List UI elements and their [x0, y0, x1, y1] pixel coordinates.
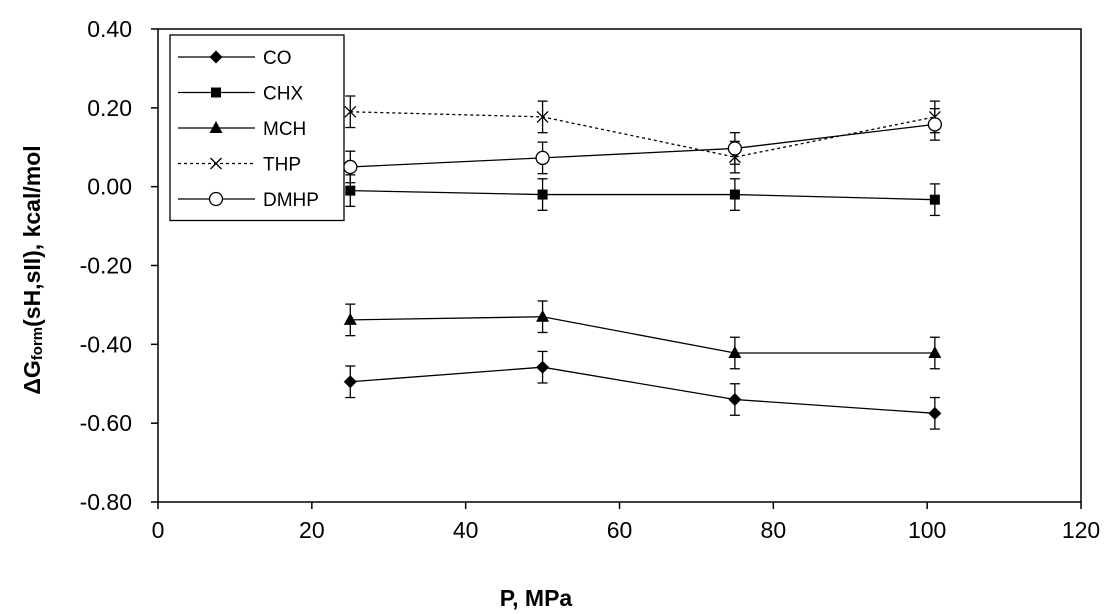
- x-axis-title: P, MPa: [500, 585, 573, 611]
- legend-marker: [211, 87, 221, 98]
- x-axis: 0 20 40 60 80 100 120: [152, 502, 1100, 543]
- x-tick-label: 20: [299, 517, 325, 543]
- data-point-dmhp: [343, 159, 358, 175]
- legend-item: MCH: [178, 119, 306, 140]
- series-line-mch: [350, 316, 935, 354]
- series-line-dmhp: [350, 123, 935, 168]
- y-tick-label: -0.60: [80, 410, 132, 436]
- data-point-chx: [729, 189, 740, 200]
- series-line-thp: [350, 111, 935, 158]
- y-tick-label: 0.00: [87, 174, 132, 200]
- data-point-dmhp: [927, 117, 943, 132]
- y-tick-label: -0.40: [80, 331, 132, 357]
- y-axis-title-subscript: form: [29, 327, 46, 360]
- series-dmhp: [343, 107, 943, 184]
- series-co: [343, 350, 942, 430]
- series-mch: [343, 300, 942, 370]
- data-point-co: [928, 406, 942, 420]
- legend-item: THP: [178, 155, 301, 176]
- y-axis: 0.40 0.20 0.00 -0.20 -0.40 -0.60 -0.80: [80, 16, 158, 515]
- series-line-co: [350, 366, 935, 414]
- data-point-chx: [929, 194, 940, 205]
- data-point-co: [728, 393, 742, 407]
- data-point-mch: [928, 346, 942, 359]
- series-line-chx: [350, 189, 935, 201]
- data-point-mch: [343, 312, 357, 325]
- x-tick-label: 100: [908, 517, 946, 543]
- data-point-thp: [536, 110, 549, 123]
- legend-marker: [209, 121, 223, 133]
- y-axis-title-main: ΔG: [19, 360, 45, 394]
- data-point-chx: [537, 189, 548, 200]
- legend-item: CO: [178, 48, 292, 69]
- legend-label: THP: [263, 155, 301, 176]
- y-tick-label: 0.20: [87, 95, 132, 121]
- data-point-mch: [728, 346, 742, 359]
- data-point-dmhp: [727, 141, 743, 156]
- legend-marker: [210, 157, 222, 170]
- series-layer: [343, 95, 943, 430]
- y-axis-title: ΔGform(sH,sII), kcal/mol: [19, 145, 46, 394]
- x-tick-label: 120: [1062, 517, 1100, 543]
- legend: CO CHX MCH THP DMHP: [169, 34, 345, 222]
- legend-marker: [208, 191, 224, 207]
- x-tick-label: 0: [152, 517, 165, 543]
- legend-item: CHX: [178, 84, 303, 105]
- x-tick-label: 80: [761, 517, 787, 543]
- data-point-dmhp: [535, 150, 550, 166]
- y-tick-label: 0.40: [87, 16, 132, 42]
- y-tick-label: -0.80: [80, 489, 132, 515]
- legend-marker: [209, 50, 223, 64]
- data-point-chx: [345, 185, 356, 196]
- x-tick-label: 60: [607, 517, 633, 543]
- legend-label: CO: [263, 48, 292, 69]
- y-axis-title-rest: (sH,sII), kcal/mol: [19, 145, 45, 327]
- legend-label: MCH: [263, 119, 306, 140]
- legend-label: CHX: [263, 84, 303, 105]
- data-point-co: [343, 375, 357, 389]
- data-point-thp: [344, 105, 357, 118]
- y-tick-label: -0.20: [80, 253, 132, 279]
- legend-label: DMHP: [263, 190, 319, 211]
- legend-item: DMHP: [178, 190, 319, 211]
- series-chx: [345, 174, 940, 217]
- data-point-mch: [536, 309, 550, 322]
- x-tick-label: 40: [453, 517, 479, 543]
- data-point-co: [536, 360, 550, 374]
